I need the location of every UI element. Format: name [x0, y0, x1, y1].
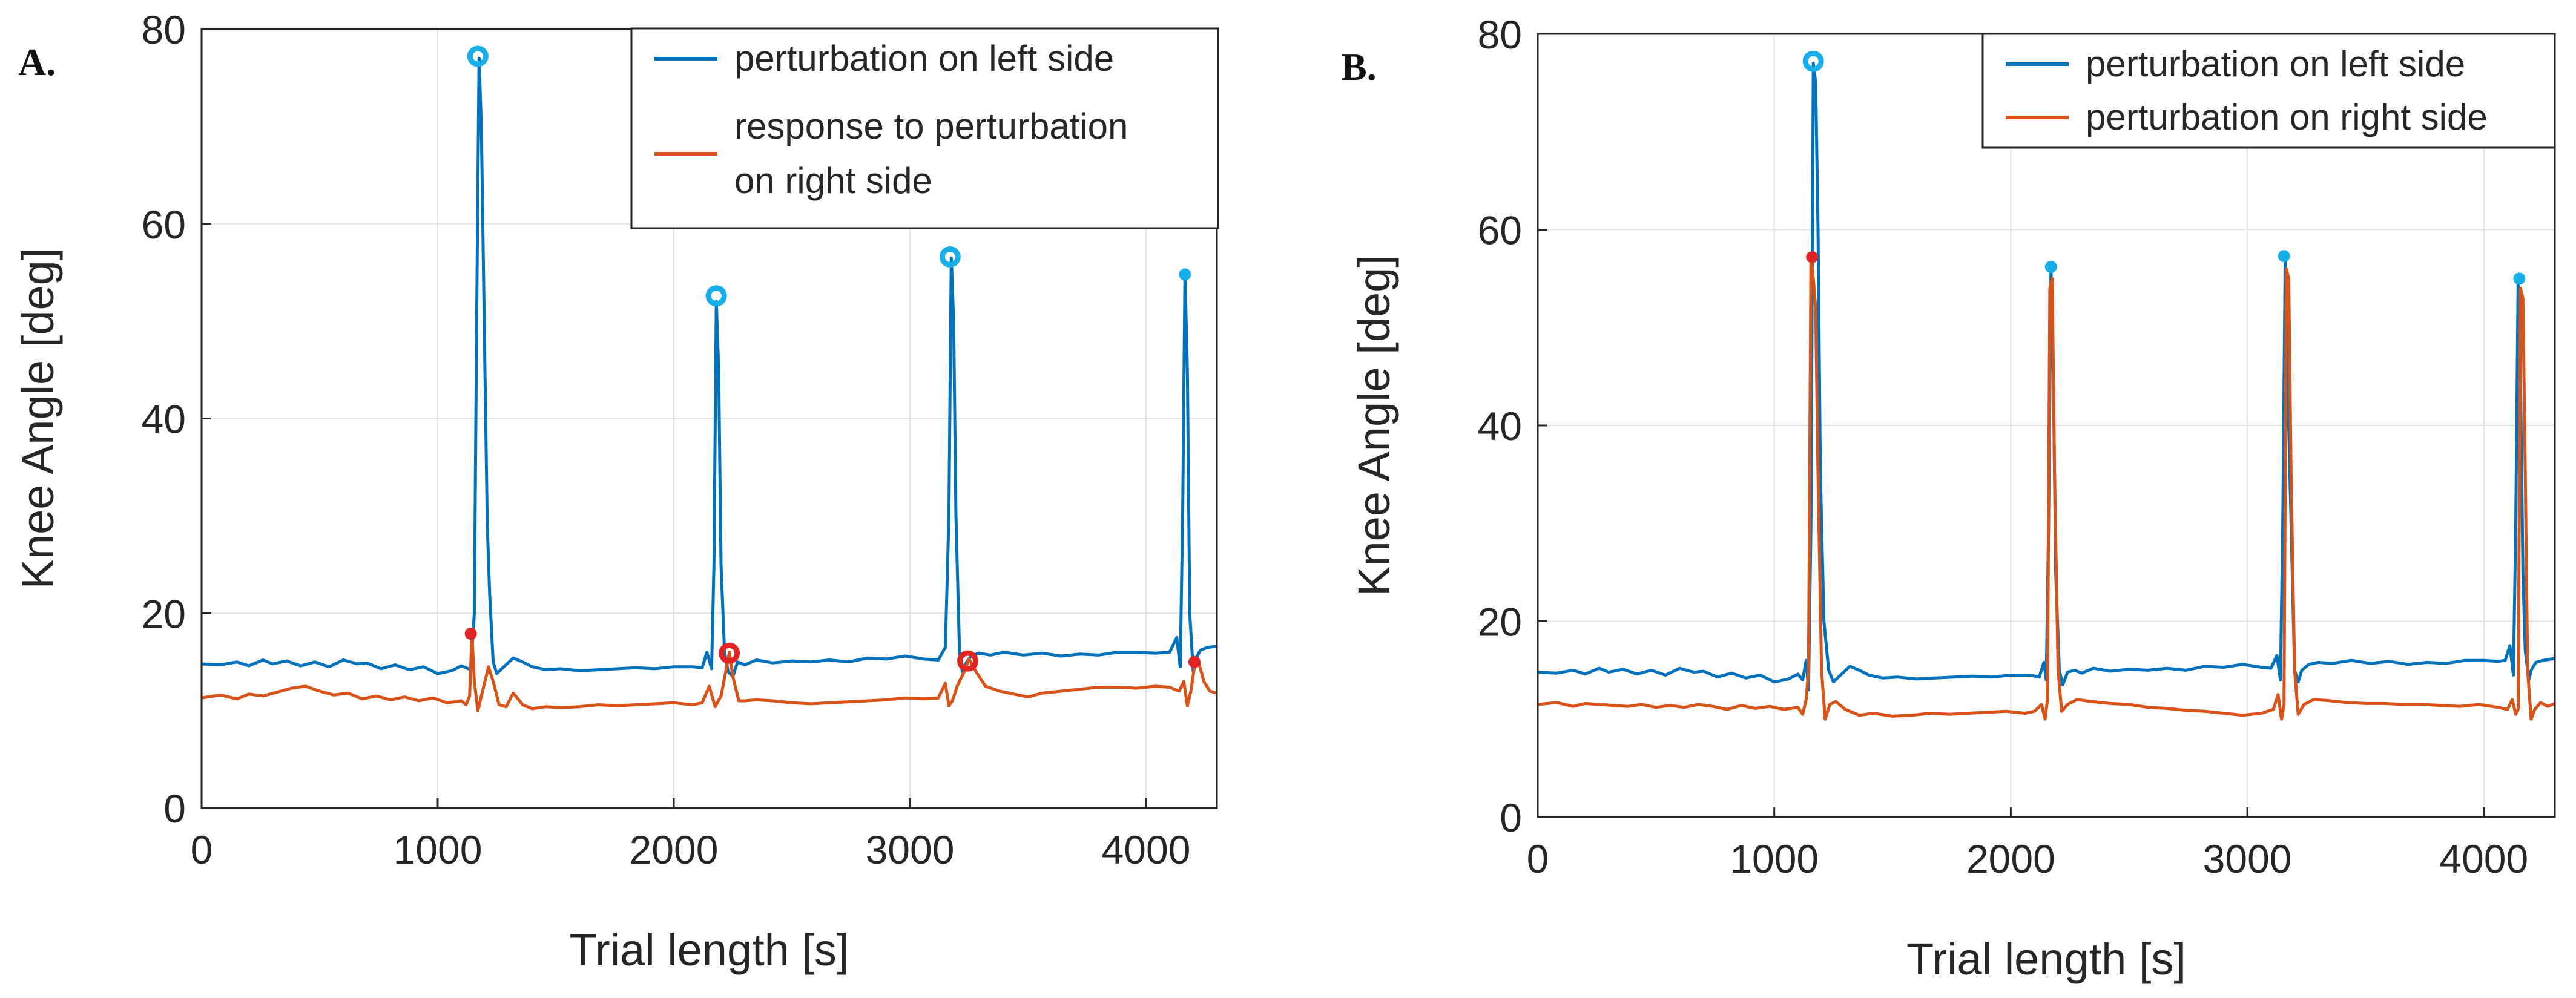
panel-a-peak-marker — [467, 45, 489, 67]
panel-b-peak-marker — [2044, 260, 2057, 273]
panel-a-peak-marker — [719, 642, 740, 664]
panel-a-series — [202, 56, 1217, 712]
panel-a-label: A. — [18, 41, 56, 84]
panel-a: A. 0 1000 2000 3000 4000 0 20 40 60 80 Trial leng… — [13, 7, 1219, 975]
panel-b: B. 0 1000 2000 3000 4000 0 20 40 60 80 Trial leng… — [1341, 12, 2556, 984]
panel-a-peak-marker — [1188, 655, 1201, 668]
panel-a-x-tick-label: 2000 — [630, 827, 719, 872]
panel-b-y-axis-label: Knee Angle [deg] — [1349, 255, 1399, 596]
panel-a-peak-marker — [464, 628, 477, 640]
panel-b-x-tick-label: 1000 — [1730, 836, 1819, 881]
panel-a-y-tick-label: 40 — [142, 397, 186, 442]
panel-a-series-line-left — [202, 56, 1217, 678]
panel-a-y-tick-label: 20 — [142, 591, 186, 636]
panel-a-markers — [464, 45, 1201, 672]
panel-a-peak-marker — [705, 285, 727, 307]
panel-b-series-line-right — [1538, 255, 2555, 721]
panel-a-series-line-right — [202, 633, 1217, 712]
panel-a-x-tick-label: 0 — [191, 827, 213, 872]
panel-a-y-axis-label: Knee Angle [deg] — [13, 248, 63, 589]
panel-b-y-tick-label: 60 — [1478, 208, 1522, 253]
panel-b-peak-marker — [2278, 250, 2290, 263]
panel-a-x-tick-label: 1000 — [394, 827, 483, 872]
panel-b-y-tick-label: 0 — [1500, 795, 1522, 840]
panel-a-legend-box — [630, 27, 1219, 229]
panel-a-x-tick-label: 3000 — [866, 827, 955, 872]
panel-a-peak-marker — [939, 246, 961, 268]
panel-b-legend-box — [1981, 33, 2556, 149]
panel-b-label: B. — [1341, 45, 1377, 88]
panel-b-y-tick-label: 40 — [1478, 404, 1522, 448]
panel-a-x-axis-label: Trial length [s] — [570, 925, 849, 975]
panel-a-x-tick-label: 4000 — [1102, 827, 1191, 872]
panel-b-y-tick-label: 80 — [1478, 12, 1522, 57]
panel-b-x-tick-label: 4000 — [2439, 836, 2528, 881]
panel-b-x-axis-label: Trial length [s] — [1906, 934, 2186, 984]
panel-b-x-tick-label: 0 — [1527, 836, 1549, 881]
panel-b-legend: perturbation on left side perturbation on… — [1981, 33, 2556, 149]
panel-b-peak-marker — [1806, 251, 1819, 263]
panel-b-legend-label: perturbation on right side — [2086, 97, 2488, 137]
panel-b-x-tick-label: 2000 — [1966, 836, 2055, 881]
panel-a-legend-label: perturbation on left side — [734, 38, 1114, 79]
panel-b-legend-label: perturbation on left side — [2086, 44, 2465, 84]
panel-a-peak-marker — [957, 650, 979, 672]
panel-a-y-tick-label: 60 — [142, 202, 186, 247]
panel-a-y-tick-label: 80 — [142, 7, 186, 52]
panel-b-series — [1538, 62, 2555, 721]
panel-b-ticks: 0 1000 2000 3000 4000 0 20 40 60 80 — [1478, 12, 2529, 881]
panel-b-x-tick-label: 3000 — [2203, 836, 2292, 881]
panel-b-peak-marker — [2513, 272, 2526, 285]
panel-b-peak-marker — [1802, 50, 1824, 72]
panel-b-markers — [1802, 50, 2526, 285]
panel-b-series-line-left — [1538, 62, 2555, 692]
panel-a-legend-label: on right side — [734, 160, 932, 201]
panel-b-y-tick-label: 20 — [1478, 600, 1522, 645]
panel-a-peak-marker — [1179, 268, 1191, 281]
panel-a-legend: perturbation on left side response to per… — [630, 27, 1219, 229]
panel-a-ticks: 0 1000 2000 3000 4000 0 20 40 60 80 — [142, 7, 1191, 872]
panel-a-legend-label: response to perturbation — [734, 106, 1128, 146]
panel-a-y-tick-label: 0 — [163, 786, 186, 831]
